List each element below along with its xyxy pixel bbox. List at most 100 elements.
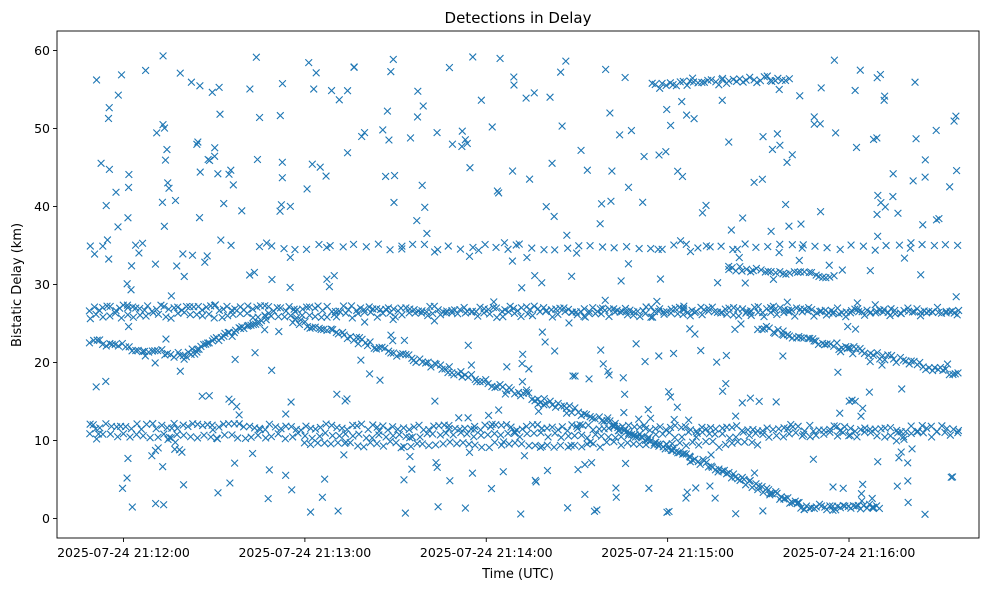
data-point xyxy=(286,283,294,292)
data-point xyxy=(454,414,463,422)
data-point xyxy=(244,302,252,310)
data-point xyxy=(302,303,311,311)
data-point xyxy=(468,469,477,477)
data-point xyxy=(805,268,814,277)
data-point xyxy=(570,431,579,440)
data-point xyxy=(742,309,750,317)
data-point xyxy=(286,202,295,211)
data-point xyxy=(268,275,276,284)
data-point xyxy=(330,271,339,280)
data-point xyxy=(943,424,951,433)
data-point xyxy=(374,240,383,248)
data-point xyxy=(895,241,904,249)
data-point xyxy=(891,310,899,318)
data-point xyxy=(160,222,169,231)
data-point xyxy=(363,341,372,350)
data-point xyxy=(235,420,244,428)
y-tick-label: 0 xyxy=(42,511,50,526)
data-point xyxy=(921,156,930,164)
data-point xyxy=(423,311,432,320)
data-point xyxy=(567,441,575,450)
data-point xyxy=(776,303,784,312)
data-point xyxy=(132,430,141,439)
data-point xyxy=(212,434,221,442)
data-point xyxy=(582,410,591,419)
y-tick-label: 10 xyxy=(34,433,50,448)
data-point xyxy=(501,305,509,314)
data-point xyxy=(301,432,309,440)
data-point xyxy=(381,344,389,353)
data-point xyxy=(158,345,166,354)
data-point xyxy=(398,311,406,319)
data-point xyxy=(469,243,477,252)
data-point xyxy=(636,312,644,321)
data-point xyxy=(655,442,663,451)
data-point xyxy=(642,440,650,449)
data-point xyxy=(273,303,282,312)
data-point xyxy=(767,267,775,276)
data-point xyxy=(246,85,254,93)
data-point xyxy=(839,484,847,493)
data-point xyxy=(845,431,853,440)
data-point xyxy=(921,510,929,519)
data-point xyxy=(530,271,539,280)
data-point xyxy=(512,241,521,249)
data-point xyxy=(810,120,819,128)
data-point xyxy=(886,311,894,320)
data-point xyxy=(463,139,472,148)
data-point xyxy=(106,302,114,311)
data-point xyxy=(717,309,725,317)
data-point xyxy=(683,81,691,90)
data-point xyxy=(220,431,229,439)
data-point xyxy=(198,312,207,320)
data-point xyxy=(481,240,489,249)
data-point xyxy=(343,395,351,403)
data-point xyxy=(276,304,285,312)
data-point xyxy=(742,265,751,274)
data-point xyxy=(894,209,902,218)
data-point xyxy=(208,88,217,97)
data-point xyxy=(767,227,775,236)
data-point xyxy=(682,450,691,458)
data-point xyxy=(691,484,700,492)
data-point xyxy=(202,303,211,311)
data-point xyxy=(783,425,792,433)
data-point xyxy=(394,425,402,434)
data-point xyxy=(229,181,238,189)
data-point xyxy=(281,410,290,418)
data-point xyxy=(95,424,104,432)
data-point xyxy=(704,307,713,316)
data-point xyxy=(932,126,940,135)
data-point xyxy=(335,432,344,440)
data-point xyxy=(873,457,882,466)
data-point xyxy=(320,475,329,483)
data-point xyxy=(442,429,450,437)
data-point xyxy=(227,166,235,174)
data-point xyxy=(195,213,204,222)
data-point xyxy=(569,372,577,380)
data-point xyxy=(154,433,162,442)
data-point xyxy=(504,429,512,438)
data-point xyxy=(617,441,625,450)
data-point xyxy=(869,351,878,359)
data-point xyxy=(176,69,185,77)
data-point xyxy=(858,480,867,489)
data-point xyxy=(752,264,761,273)
data-point xyxy=(360,308,369,316)
data-point xyxy=(375,427,383,435)
data-point xyxy=(468,53,477,61)
data-point xyxy=(596,443,604,451)
data-point xyxy=(941,365,950,373)
data-point xyxy=(418,306,426,315)
data-point xyxy=(267,366,276,375)
data-point xyxy=(554,310,562,319)
data-point xyxy=(580,410,588,418)
data-point xyxy=(151,499,160,508)
data-point xyxy=(610,244,618,252)
data-point xyxy=(517,440,526,448)
data-point xyxy=(910,308,919,316)
data-point xyxy=(262,239,271,247)
data-point xyxy=(297,316,305,324)
data-point xyxy=(508,167,517,175)
data-point xyxy=(721,440,730,449)
